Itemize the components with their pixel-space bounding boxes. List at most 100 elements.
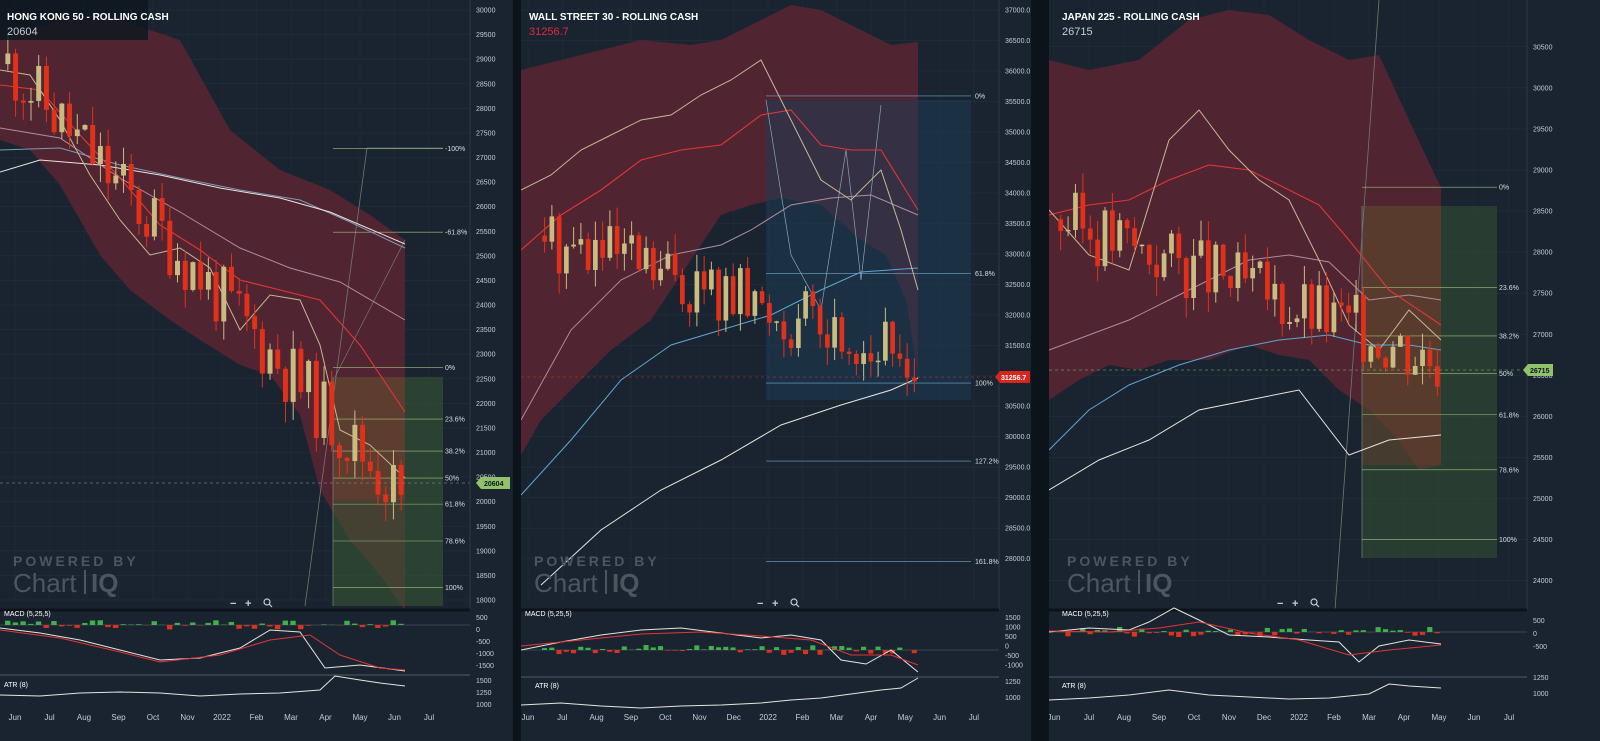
macd-histogram-bar — [781, 650, 787, 655]
watermark-iq: IQ — [612, 568, 639, 598]
zoom-out-button[interactable]: − — [230, 598, 236, 610]
candle-body — [636, 235, 642, 270]
candle-body — [694, 271, 700, 313]
macd-histogram-bar — [897, 647, 903, 650]
price-tick-label: 35500.0 — [1005, 99, 1030, 106]
candle-body — [1139, 244, 1145, 247]
zoom-in-button[interactable]: + — [1292, 598, 1298, 610]
candle-body — [1183, 258, 1189, 299]
macd-histogram-bar — [810, 645, 816, 650]
candle-body — [236, 290, 242, 294]
macd-histogram-bar — [650, 647, 656, 650]
candle-body — [1058, 219, 1064, 231]
candle-body — [614, 226, 620, 254]
candle-body — [549, 216, 555, 242]
candle-body — [1420, 349, 1425, 366]
candle-body — [832, 317, 837, 348]
macd-histogram-bar — [832, 646, 838, 650]
macd-histogram-bar — [1272, 632, 1278, 636]
candle-body — [600, 239, 605, 258]
watermark-iq: IQ — [91, 568, 118, 598]
macd-histogram-bar — [190, 622, 196, 625]
macd-label: MACD (5,25,5) — [525, 611, 572, 618]
candle-body — [774, 321, 779, 323]
fib-level-label: 127.2% — [975, 459, 999, 466]
macd-histogram-bar — [752, 649, 758, 650]
price-tick-label: 29500.0 — [1005, 465, 1030, 472]
price-tick-label: 28500 — [476, 81, 496, 88]
atr-label: ATR (8) — [535, 683, 559, 690]
watermark-chart: Chart — [534, 568, 598, 598]
zoom-out-button[interactable]: − — [757, 598, 763, 610]
candle-body — [352, 424, 358, 461]
macd-histogram-bar — [694, 645, 700, 650]
price-tick-label: 24500 — [476, 278, 496, 285]
ma-red — [0, 84, 406, 413]
price-tick-label: 19500 — [476, 524, 496, 531]
macd-histogram-bar — [12, 622, 19, 625]
macd-histogram-bar — [1227, 629, 1234, 632]
magnifier-icon[interactable] — [1310, 598, 1320, 608]
fib-level-label: 161.8% — [975, 559, 999, 566]
fib-level-label: 50% — [1499, 371, 1513, 378]
candle-body — [5, 53, 11, 65]
candle-body — [752, 291, 758, 316]
candle-body — [1124, 220, 1130, 229]
x-tick-label: Jul — [44, 713, 54, 722]
macd-tick-label: -500 — [1005, 653, 1019, 660]
japan-225-chart-panel[interactable]: 0% 23.6% 38.2% 50% 61.8% 78.6% 100% 30500 30000… — [1049, 0, 1600, 741]
macd-histogram-bar — [911, 650, 917, 654]
macd-label: MACD (5,25,5) — [1062, 611, 1109, 618]
instrument-title: HONG KONG 50 - ROLLING CASH — [7, 12, 169, 23]
zoom-in-button[interactable]: + — [245, 598, 251, 610]
candle-body — [759, 291, 765, 304]
x-tick-label: Dec — [1257, 713, 1271, 722]
fib-level-label: -61.8% — [445, 230, 467, 237]
x-tick-label: Oct — [659, 713, 672, 722]
macd-tick-label: -1000 — [476, 651, 494, 658]
candle-body — [788, 339, 794, 348]
candle-body — [643, 247, 649, 270]
candle-body — [745, 268, 750, 316]
magnifier-icon[interactable] — [790, 598, 800, 608]
wall-street-30-chart-panel[interactable]: 0% 61.8% 100% 127.2% 161.8% 37000.0 36500.0 36… — [521, 0, 1031, 741]
hong-kong-50-chart-panel[interactable]: -100% -61.8% 0% 23.6% 38.2% 50% 61.8% 78.6% 100%… — [0, 0, 513, 741]
macd-label: MACD (5,25,5) — [4, 611, 51, 618]
ma-pink — [521, 194, 919, 421]
price-tick-label: 18500 — [476, 573, 496, 580]
macd-histogram-bar — [1168, 632, 1174, 636]
zoom-in-button[interactable]: + — [772, 598, 778, 610]
fib-levels: 0% 23.6% 38.2% 50% 61.8% 78.6% 100% — [1362, 185, 1519, 544]
price-tick-label: 28500 — [1533, 209, 1553, 216]
candle-body — [383, 494, 389, 503]
x-tick-label: Jun — [1049, 713, 1060, 722]
macd-histogram-bar — [585, 647, 591, 650]
magnifier-icon[interactable] — [263, 598, 273, 608]
price-tick-label: 29000.0 — [1005, 495, 1030, 502]
candle-body — [28, 100, 34, 103]
candle-body — [344, 457, 350, 461]
macd-histogram-bar — [614, 650, 620, 653]
zoom-out-button[interactable]: − — [1277, 598, 1283, 610]
macd-histogram-bar — [213, 620, 219, 625]
price-tick-label: 29000 — [476, 57, 496, 64]
macd-histogram-bar — [66, 625, 73, 626]
fib-level-label: 61.8% — [445, 502, 465, 509]
candle-body — [781, 321, 787, 340]
macd-histogram-bar — [5, 620, 11, 625]
candle-body — [1383, 357, 1388, 368]
candle-body — [912, 377, 917, 382]
candle-body — [658, 268, 663, 281]
price-tick-label: 25500 — [1533, 455, 1553, 462]
x-tick-label: Jul — [557, 713, 567, 722]
candle-body — [1073, 192, 1078, 230]
candle-body — [1368, 346, 1374, 362]
macd-histogram-bar — [730, 647, 736, 650]
macd-histogram-bar — [665, 650, 671, 651]
fib-zone-red — [333, 377, 405, 500]
macd-histogram-bar — [737, 650, 743, 653]
macd-histogram-bar — [236, 625, 242, 629]
price-tick-label: 21000 — [476, 450, 496, 457]
price-axis: 37000.0 36500.0 36000.0 35500.0 35000.0 34500… — [1005, 8, 1030, 564]
